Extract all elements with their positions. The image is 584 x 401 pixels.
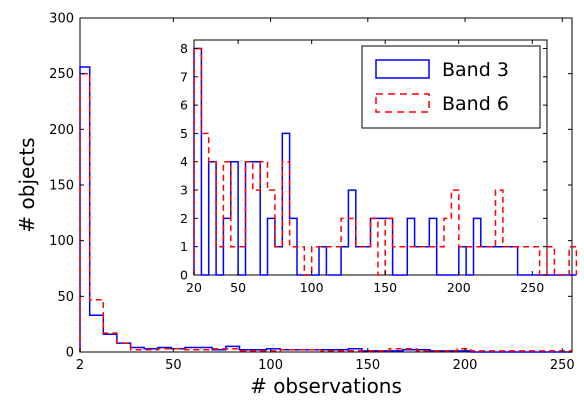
main-series-band-6 [79, 72, 573, 352]
legend-label-band-3: Band 3 [442, 59, 509, 81]
y-tick-label: 6 [180, 98, 188, 113]
y-tick-label: 100 [49, 234, 74, 249]
y-tick-label: 4 [180, 154, 188, 169]
y-tick-label: 5 [180, 126, 188, 141]
x-tick-label: 150 [355, 358, 380, 373]
y-tick-label: 3 [180, 183, 188, 198]
x-tick-label: 50 [230, 280, 246, 295]
legend-swatch-band-3 [375, 59, 430, 79]
main-histogram-series [79, 66, 573, 353]
y-tick-label: 50 [57, 290, 74, 305]
x-axis-label: # observations [250, 374, 402, 398]
x-tick-label: 100 [300, 280, 324, 295]
x-tick-label: 20 [186, 280, 202, 295]
y-tick-label: 200 [49, 123, 74, 138]
legend-box [361, 45, 541, 129]
legend-label-band-6: Band 6 [442, 93, 509, 115]
x-tick-label: 200 [447, 280, 471, 295]
y-tick-label: 250 [49, 67, 74, 82]
legend: Band 3 Band 6 [361, 45, 541, 129]
y-tick-label: 0 [180, 268, 188, 283]
y-axis-label: # objects [15, 137, 39, 232]
inset-series-band-3 [193, 47, 577, 276]
y-tick-label: 2 [180, 211, 188, 226]
x-tick-label: 100 [258, 358, 283, 373]
y-tick-label: 7 [180, 69, 188, 84]
y-tick-label: 150 [49, 179, 74, 194]
x-tick-label: 2 [76, 358, 84, 373]
x-tick-label: 250 [520, 280, 544, 295]
x-tick-label: 200 [453, 358, 478, 373]
y-tick-label: 1 [180, 239, 188, 254]
y-tick-label: 8 [180, 41, 188, 56]
inset-series-band-6 [193, 47, 578, 276]
inset-x-ticks: 20 50 100 150 200 250 [186, 40, 544, 295]
inset-histogram-series [193, 47, 578, 276]
x-tick-label: 150 [373, 280, 397, 295]
main-x-ticks: 2 50 100 150 200 250 [76, 18, 575, 373]
x-tick-label: 250 [550, 358, 575, 373]
y-tick-label: 300 [49, 12, 74, 27]
y-tick-label: 0 [66, 346, 74, 361]
legend-swatch-band-6 [375, 93, 430, 113]
x-tick-label: 50 [165, 358, 182, 373]
inset-y-ticks: 0 1 2 3 4 5 6 7 8 [180, 41, 547, 283]
